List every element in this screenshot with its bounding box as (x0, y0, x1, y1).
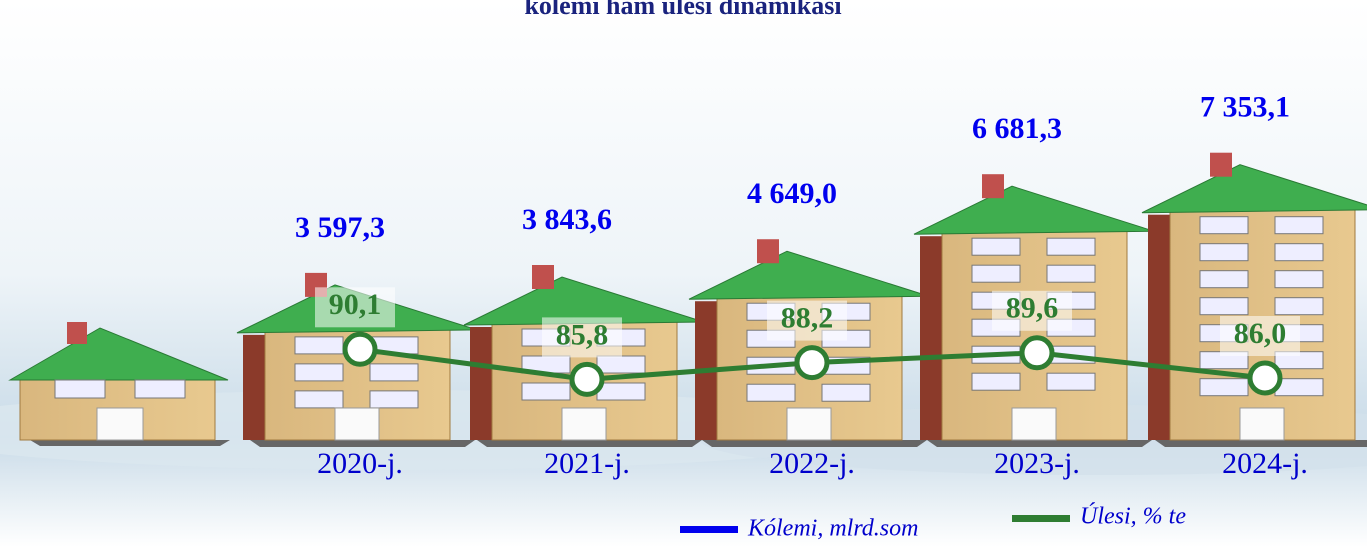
window (294, 336, 344, 355)
door (1011, 407, 1057, 441)
point (1019, 335, 1055, 371)
window (971, 264, 1021, 283)
window (1274, 270, 1324, 289)
point (1247, 360, 1283, 396)
label-box (992, 290, 1072, 331)
house-side (920, 236, 944, 440)
window (1199, 216, 1249, 235)
x-tick-label: 2020-j. (317, 447, 403, 480)
decor-house (8, 322, 230, 446)
label-box (767, 300, 847, 341)
window (1274, 243, 1324, 262)
window (971, 372, 1021, 391)
house-side (1148, 214, 1172, 440)
value-label: 85,8 (556, 318, 609, 351)
value-label: 86,0 (1234, 317, 1287, 350)
window (971, 237, 1021, 256)
window (1046, 372, 1096, 391)
value-label: 88,2 (781, 301, 834, 334)
roof (1141, 164, 1367, 214)
chimney (1210, 152, 1232, 177)
value-label: 3 843,6 (522, 203, 612, 236)
house-base (477, 440, 702, 447)
chimney (982, 174, 1004, 199)
x-tick-label: 2022-j. (769, 447, 855, 480)
window (294, 390, 344, 409)
house-base (1155, 440, 1367, 447)
window (1199, 270, 1249, 289)
chart-title: kólemi hám úlesi dinamikası (524, 0, 841, 20)
window (521, 382, 571, 401)
legend-swatch (680, 526, 738, 533)
window (1274, 216, 1324, 235)
house-base (250, 440, 475, 447)
window (746, 383, 796, 402)
door (1239, 407, 1285, 441)
label-box (542, 317, 622, 358)
window (1199, 243, 1249, 262)
value-label: 7 353,1 (1200, 91, 1290, 124)
chimney (532, 265, 554, 290)
value-label: 90,1 (329, 288, 382, 321)
door (786, 407, 832, 441)
label-box (315, 287, 395, 328)
window (1199, 378, 1249, 397)
door (561, 407, 607, 441)
x-tick-label: 2023-j. (994, 447, 1080, 480)
x-tick-label: 2021-j. (544, 447, 630, 480)
value-label: 6 681,3 (972, 112, 1062, 145)
window (596, 382, 646, 401)
window (294, 363, 344, 382)
window (1046, 264, 1096, 283)
point (342, 331, 378, 367)
legend-label: Kólemi, mlrd.som (747, 516, 918, 542)
legend: Kólemi, mlrd.som Úlesi, % te (680, 503, 1186, 542)
legend-swatch (1012, 515, 1070, 522)
legend-label: Úlesi, % te (1080, 503, 1186, 530)
window (821, 383, 871, 402)
roof (913, 185, 1155, 235)
point (569, 361, 605, 397)
chimney (757, 239, 779, 264)
window (369, 363, 419, 382)
window (369, 390, 419, 409)
point (794, 345, 830, 381)
x-tick-label: 2024-j. (1222, 447, 1308, 480)
window (1274, 378, 1324, 397)
roof (688, 250, 930, 300)
house-base (927, 440, 1152, 447)
value-label: 3 597,3 (295, 211, 385, 244)
window (1199, 297, 1249, 316)
window (596, 355, 646, 374)
window (1046, 237, 1096, 256)
house-side (470, 327, 494, 440)
house-base (702, 440, 927, 447)
window (1274, 297, 1324, 316)
label-box (1220, 316, 1300, 356)
value-label: 4 649,0 (747, 177, 837, 210)
house-side (243, 334, 267, 440)
door (334, 407, 380, 441)
value-label: 89,6 (1006, 292, 1059, 325)
